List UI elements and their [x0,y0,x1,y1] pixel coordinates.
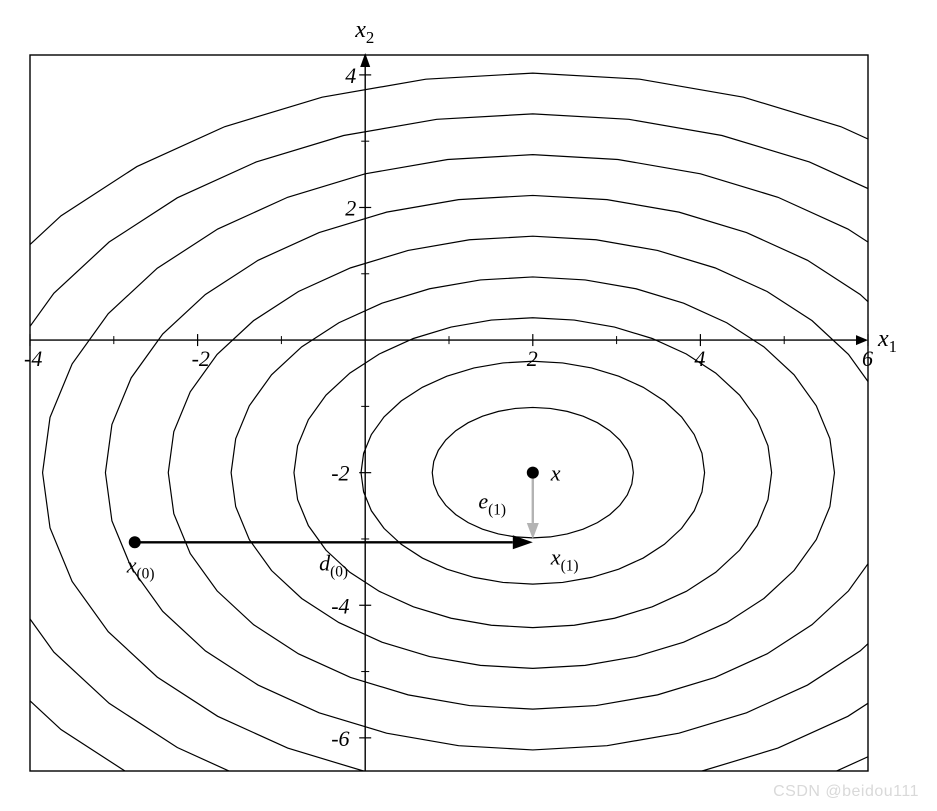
svg-text:-6: -6 [331,726,349,751]
contour-plot: -4 -2 2 4 6 -6 -4 -2 2 4 x1 x2 d(0) e(1) x(0) x x(1) [0,0,937,811]
svg-text:4: 4 [694,346,705,371]
svg-text:2: 2 [527,346,538,371]
svg-text:6: 6 [862,346,873,371]
svg-text:x(0): x(0) [126,552,155,582]
svg-text:x: x [550,461,561,486]
svg-text:x2: x2 [354,17,374,47]
svg-text:2: 2 [345,195,356,220]
svg-text:4: 4 [345,63,356,88]
watermark-text: CSDN @beidou111 [773,783,919,801]
svg-text:e(1): e(1) [478,489,506,519]
svg-text:-4: -4 [24,346,42,371]
svg-text:d(0): d(0) [319,550,348,580]
svg-text:x1: x1 [877,326,897,356]
svg-text:-2: -2 [331,461,349,486]
svg-text:-4: -4 [331,593,349,618]
figure-container: -4 -2 2 4 6 -6 -4 -2 2 4 x1 x2 d(0) e(1) x(0) x x(1) CSD… [0,0,937,811]
svg-text:x(1): x(1) [550,544,579,574]
svg-text:-2: -2 [192,346,210,371]
